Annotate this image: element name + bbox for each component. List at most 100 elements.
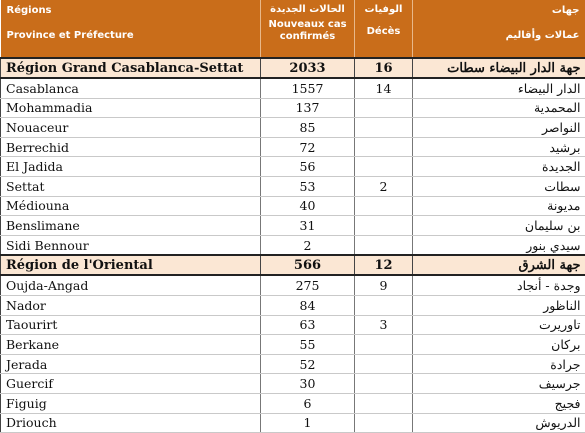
header-name-fr: Régions Province et Préfecture [1, 0, 261, 58]
province-cases: 31 [261, 216, 355, 236]
province-name-ar: المحمدية [413, 98, 585, 118]
province-cases: 56 [261, 157, 355, 177]
region-deaths: 12 [355, 255, 413, 275]
province-cases: 2 [261, 235, 355, 255]
province-name-ar: سيدي بنور [413, 235, 585, 255]
province-name-ar: الدار البيضاء [413, 78, 585, 98]
province-cases: 40 [261, 196, 355, 216]
province-name-fr: Driouch [1, 413, 261, 433]
header-regions-label: Régions [7, 5, 255, 16]
province-deaths [355, 335, 413, 355]
province-name-ar: الناظور [413, 295, 585, 315]
province-cases: 137 [261, 98, 355, 118]
province-deaths [355, 295, 413, 315]
province-deaths [355, 118, 413, 138]
province-name-fr: Guercif [1, 374, 261, 394]
province-name-ar: الدريوش [413, 413, 585, 433]
region-name-ar: جهة الدار البيضاء سطات [413, 58, 585, 78]
header-name-ar: جهات عمالات وأقاليم [413, 0, 585, 58]
province-deaths: 9 [355, 275, 413, 295]
province-name-fr: Mohammadia [1, 98, 261, 118]
header-deaths: الوفيات Décès [355, 0, 413, 58]
province-name-fr: Oujda-Angad [1, 275, 261, 295]
province-name-fr: Nouaceur [1, 118, 261, 138]
header-deaths-ar: الوفيات [357, 4, 410, 16]
province-name-fr: Casablanca [1, 78, 261, 98]
province-deaths [355, 196, 413, 216]
province-deaths [355, 374, 413, 394]
province-name-ar: جرادة [413, 354, 585, 374]
province-cases: 1 [261, 413, 355, 433]
province-deaths [355, 393, 413, 413]
province-name-fr: Figuig [1, 393, 261, 413]
province-name-ar: بركان [413, 335, 585, 355]
province-deaths [355, 137, 413, 157]
header-province-label: Province et Préfecture [7, 30, 255, 41]
province-name-ar: برشيد [413, 137, 585, 157]
province-name-ar: فجيج [413, 393, 585, 413]
province-name-fr: El Jadida [1, 157, 261, 177]
province-cases: 30 [261, 374, 355, 394]
province-deaths [355, 354, 413, 374]
region-deaths: 16 [355, 58, 413, 78]
province-name-fr: Jerada [1, 354, 261, 374]
province-cases: 53 [261, 176, 355, 196]
province-deaths [355, 98, 413, 118]
header-cases: الحالات الجديدة Nouveaux cas confirmés [261, 0, 355, 58]
province-deaths [355, 216, 413, 236]
province-name-ar: جرسيف [413, 374, 585, 394]
province-name-fr: Médiouna [1, 196, 261, 216]
province-name-ar: سطات [413, 176, 585, 196]
province-cases: 63 [261, 315, 355, 335]
province-name-ar: وجدة - أنجاد [413, 275, 585, 295]
province-cases: 1557 [261, 78, 355, 98]
province-name-fr: Settat [1, 176, 261, 196]
header-cases-fr: Nouveaux cas confirmés [263, 19, 352, 43]
region-cases: 566 [261, 255, 355, 275]
header-regions-ar: جهات [419, 5, 580, 16]
province-name-ar: بن سليمان [413, 216, 585, 236]
province-deaths [355, 413, 413, 433]
table-header-row: Régions Province et Préfecture الحالات ا… [1, 0, 585, 58]
province-name-ar: النواصر [413, 118, 585, 138]
province-cases: 85 [261, 118, 355, 138]
province-name-fr: Taourirt [1, 315, 261, 335]
province-cases: 275 [261, 275, 355, 295]
province-name-ar: الجديدة [413, 157, 585, 177]
province-name-ar: تاوريرت [413, 315, 585, 335]
province-cases: 84 [261, 295, 355, 315]
province-name-ar: مديونة [413, 196, 585, 216]
region-cases: 2033 [261, 58, 355, 78]
province-cases: 55 [261, 335, 355, 355]
province-cases: 52 [261, 354, 355, 374]
header-province-ar: عمالات وأقاليم [419, 30, 580, 41]
province-name-fr: Berkane [1, 335, 261, 355]
header-cases-ar: الحالات الجديدة [263, 4, 352, 16]
region-name-fr: Région Grand Casablanca-Settat [1, 58, 261, 78]
province-cases: 72 [261, 137, 355, 157]
province-deaths [355, 157, 413, 177]
region-name-fr: Région de l'Oriental [1, 255, 261, 275]
province-deaths [355, 235, 413, 255]
province-name-fr: Benslimane [1, 216, 261, 236]
